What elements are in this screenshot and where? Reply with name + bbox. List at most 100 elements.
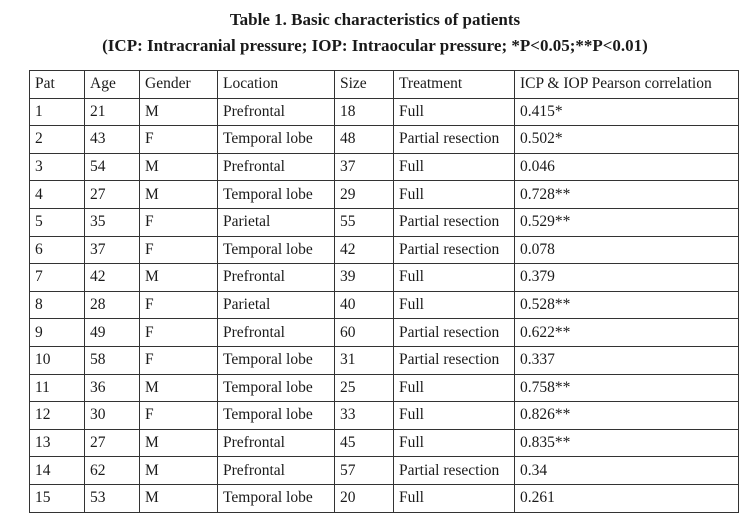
cell-age: 49 [84, 318, 140, 347]
cell-treatment: Partial resection [393, 318, 515, 347]
cell-correlation: 0.835** [514, 428, 739, 458]
cell-treatment: Partial resection [393, 345, 515, 375]
cell-location: Parietal [217, 207, 335, 237]
cell-treatment: Partial resection [393, 235, 515, 265]
cell-size: 31 [334, 345, 394, 375]
cell-gender: F [139, 125, 218, 154]
cell-gender: M [139, 97, 218, 127]
table-row: 14 62 M Prefrontal 57 Partial resection 0.34 [29, 456, 739, 485]
cell-treatment: Partial resection [393, 207, 515, 237]
cell-correlation: 0.728** [514, 180, 739, 209]
table-row: 9 49 F Prefrontal 60 Partial resection 0.622** [29, 318, 739, 347]
cell-location: Prefrontal [217, 428, 335, 458]
cell-treatment: Full [393, 401, 515, 430]
cell-size: 57 [334, 456, 394, 485]
cell-gender: M [139, 152, 218, 182]
cell-pat: 10 [29, 345, 85, 375]
cell-correlation: 0.826** [514, 401, 739, 430]
cell-size: 25 [334, 373, 394, 403]
cell-gender: M [139, 428, 218, 458]
table-row: 3 54 M Prefrontal 37 Full 0.046 [29, 152, 739, 182]
table-caption-subtitle: (ICP: Intracranial pressure; IOP: Intrao… [102, 36, 648, 55]
cell-age: 36 [84, 373, 140, 403]
cell-treatment: Full [393, 263, 515, 292]
cell-size: 48 [334, 125, 394, 154]
cell-treatment: Full [393, 483, 515, 513]
cell-size: 29 [334, 180, 394, 209]
cell-correlation: 0.379 [514, 263, 739, 292]
table-row: 12 30 F Temporal lobe 33 Full 0.826** [29, 401, 739, 430]
cell-correlation: 0.415* [514, 97, 739, 127]
header-treatment: Treatment [393, 70, 515, 99]
cell-correlation: 0.622** [514, 318, 739, 347]
cell-location: Temporal lobe [217, 345, 335, 375]
header-size: Size [334, 70, 394, 99]
cell-age: 35 [84, 207, 140, 237]
table-row: 5 35 F Parietal 55 Partial resection 0.529** [29, 207, 739, 237]
table-row: 1 21 M Prefrontal 18 Full 0.415* [29, 97, 739, 127]
cell-correlation: 0.758** [514, 373, 739, 403]
cell-age: 42 [84, 263, 140, 292]
cell-age: 37 [84, 235, 140, 265]
cell-correlation: 0.337 [514, 345, 739, 375]
cell-treatment: Full [393, 428, 515, 458]
cell-gender: F [139, 207, 218, 237]
cell-age: 27 [84, 180, 140, 209]
cell-correlation: 0.502* [514, 125, 739, 154]
cell-correlation: 0.34 [514, 456, 739, 485]
cell-treatment: Full [393, 152, 515, 182]
table-row: 8 28 F Parietal 40 Full 0.528** [29, 290, 739, 320]
cell-gender: F [139, 401, 218, 430]
cell-pat: 14 [29, 456, 85, 485]
cell-size: 39 [334, 263, 394, 292]
cell-pat: 2 [29, 125, 85, 154]
cell-pat: 5 [29, 207, 85, 237]
cell-correlation: 0.528** [514, 290, 739, 320]
table-header-row: Pat Age Gender Location Size Treatment I… [29, 70, 739, 99]
cell-gender: M [139, 483, 218, 513]
cell-treatment: Full [393, 180, 515, 209]
cell-treatment: Full [393, 373, 515, 403]
cell-location: Prefrontal [217, 318, 335, 347]
cell-gender: F [139, 290, 218, 320]
cell-size: 45 [334, 428, 394, 458]
cell-gender: M [139, 456, 218, 485]
cell-pat: 9 [29, 318, 85, 347]
table-body: 1 21 M Prefrontal 18 Full 0.415* 2 43 F Temporal l… [29, 97, 739, 513]
cell-correlation: 0.046 [514, 152, 739, 182]
cell-pat: 15 [29, 483, 85, 513]
cell-age: 54 [84, 152, 140, 182]
table-row: 15 53 M Temporal lobe 20 Full 0.261 [29, 483, 739, 513]
cell-location: Temporal lobe [217, 401, 335, 430]
cell-size: 55 [334, 207, 394, 237]
cell-location: Temporal lobe [217, 483, 335, 513]
cell-age: 28 [84, 290, 140, 320]
cell-location: Prefrontal [217, 456, 335, 485]
cell-pat: 6 [29, 235, 85, 265]
cell-pat: 8 [29, 290, 85, 320]
cell-gender: F [139, 345, 218, 375]
cell-pat: 12 [29, 401, 85, 430]
cell-location: Temporal lobe [217, 373, 335, 403]
cell-pat: 11 [29, 373, 85, 403]
cell-size: 60 [334, 318, 394, 347]
cell-treatment: Partial resection [393, 125, 515, 154]
table-row: 10 58 F Temporal lobe 31 Partial resection 0.3… [29, 345, 739, 375]
cell-size: 20 [334, 483, 394, 513]
table-row: 4 27 M Temporal lobe 29 Full 0.728** [29, 180, 739, 209]
cell-age: 53 [84, 483, 140, 513]
cell-gender: M [139, 263, 218, 292]
cell-size: 37 [334, 152, 394, 182]
patient-characteristics-table: Pat Age Gender Location Size Treatment I… [29, 70, 739, 513]
cell-size: 42 [334, 235, 394, 265]
cell-pat: 1 [29, 97, 85, 127]
cell-age: 58 [84, 345, 140, 375]
cell-pat: 13 [29, 428, 85, 458]
header-pat: Pat [29, 70, 85, 99]
cell-gender: F [139, 235, 218, 265]
cell-pat: 3 [29, 152, 85, 182]
cell-age: 43 [84, 125, 140, 154]
table-row: 7 42 M Prefrontal 39 Full 0.379 [29, 263, 739, 292]
cell-gender: M [139, 180, 218, 209]
cell-treatment: Partial resection [393, 456, 515, 485]
